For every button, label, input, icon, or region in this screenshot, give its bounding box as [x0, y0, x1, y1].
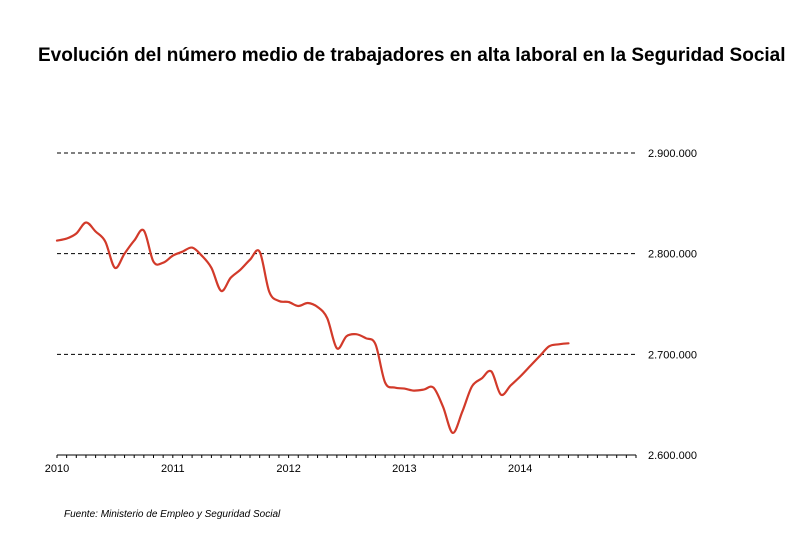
x-tick-label: 2011 [161, 463, 185, 475]
x-tick-label: 2010 [45, 463, 69, 475]
series-line [55, 221, 570, 434]
x-tick-labels: 2010 2011 2012 2013 2014 [45, 463, 533, 475]
source-note: Fuente: Ministerio de Empleo y Seguridad… [64, 509, 281, 520]
y-tick-label: 2.600.000 [648, 450, 697, 462]
data-series [55, 221, 570, 434]
y-tick-label: 2.700.000 [648, 349, 697, 361]
y-tick-labels: 2.900.000 2.800.000 2.700.000 2.600.000 [648, 148, 697, 462]
y-tick-label: 2.800.000 [648, 249, 697, 261]
y-tick-label: 2.900.000 [648, 148, 697, 160]
gridlines [57, 152, 636, 355]
x-tick-label: 2012 [276, 463, 300, 475]
x-tick-label: 2014 [508, 463, 532, 475]
x-tick-label: 2013 [392, 463, 416, 475]
chart-title: Evolución del número medio de trabajador… [38, 45, 786, 66]
x-ticks [56, 455, 637, 458]
